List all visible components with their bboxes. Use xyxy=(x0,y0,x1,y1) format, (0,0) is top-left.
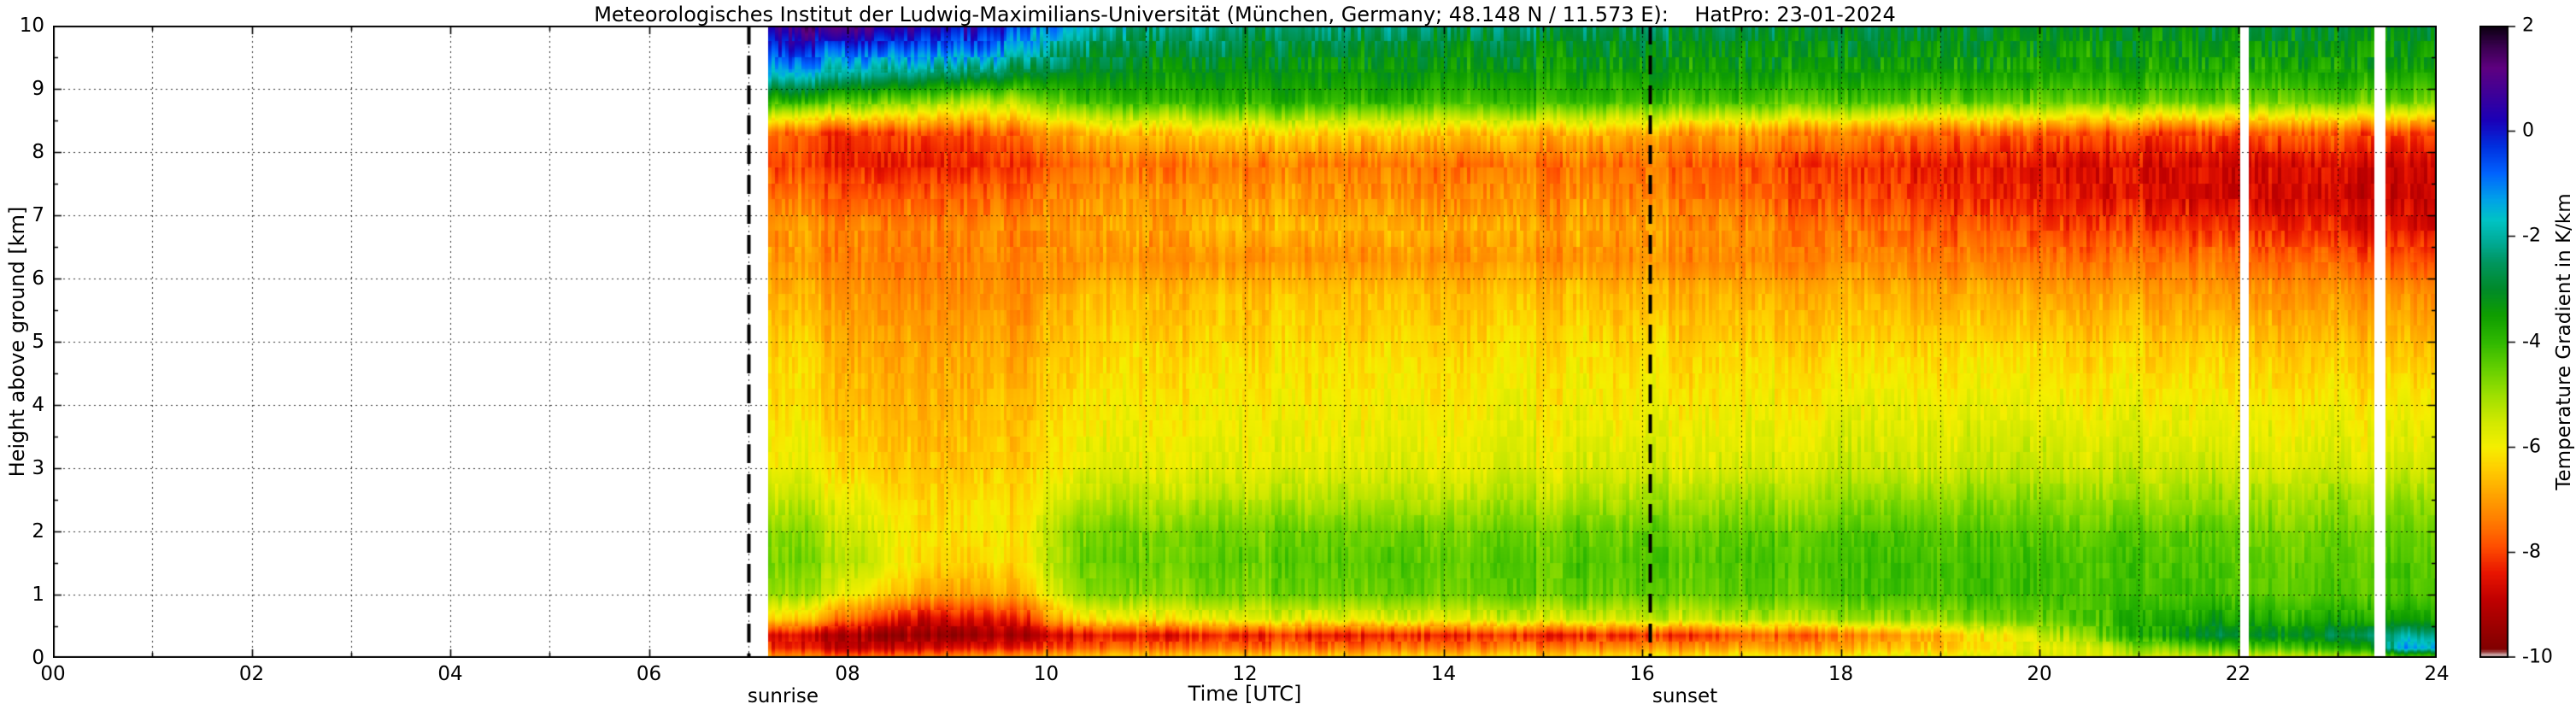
y-tick-label: 9 xyxy=(32,78,44,100)
y-tick-label: 2 xyxy=(32,520,44,543)
sunrise-label: sunrise xyxy=(747,685,819,704)
colorbar-canvas xyxy=(2479,26,2519,658)
x-tick-label: 08 xyxy=(835,663,860,685)
heatmap-canvas xyxy=(53,26,2437,658)
y-tick-label: 3 xyxy=(32,457,44,479)
x-tick-label: 24 xyxy=(2424,663,2450,685)
y-tick-label: 4 xyxy=(32,394,44,416)
y-tick-label: 6 xyxy=(32,267,44,290)
x-tick-label: 02 xyxy=(238,663,265,685)
x-axis-label: Time [UTC] xyxy=(1188,682,1302,704)
x-tick-label: 06 xyxy=(636,663,662,685)
y-tick-label: 0 xyxy=(32,647,44,669)
x-tick-label: 16 xyxy=(1629,663,1655,685)
x-tick-label: 18 xyxy=(1828,663,1854,685)
x-tick-label: 20 xyxy=(2027,663,2052,685)
x-tick-label: 00 xyxy=(40,663,66,685)
colorbar-tick-label: -2 xyxy=(2522,225,2541,247)
colorbar-tick-label: 0 xyxy=(2522,120,2534,142)
y-tick-label: 10 xyxy=(19,15,44,37)
colorbar-tick-label: -4 xyxy=(2522,331,2541,352)
y-tick-label: 7 xyxy=(32,204,44,226)
x-tick-label: 14 xyxy=(1430,663,1457,685)
y-axis-label: Height above ground [km] xyxy=(5,206,29,478)
sunset-label: sunset xyxy=(1652,685,1718,704)
x-tick-label: 04 xyxy=(437,663,463,685)
colorbar-tick-label: -10 xyxy=(2522,646,2553,668)
y-tick-label: 1 xyxy=(32,584,44,606)
y-tick-label: 5 xyxy=(32,331,44,353)
chart-title: Meteorologisches Institut der Ludwig-Max… xyxy=(594,3,1896,26)
colorbar-tick-label: -8 xyxy=(2522,541,2541,563)
colorbar-tick-label: 2 xyxy=(2522,15,2534,37)
colorbar-tick-label: -6 xyxy=(2522,436,2541,458)
x-tick-label: 10 xyxy=(1033,663,1059,685)
colorbar-label: Temperature Gradient in K/km xyxy=(2553,193,2575,490)
x-tick-label: 22 xyxy=(2225,663,2251,685)
y-tick-label: 8 xyxy=(32,141,44,163)
